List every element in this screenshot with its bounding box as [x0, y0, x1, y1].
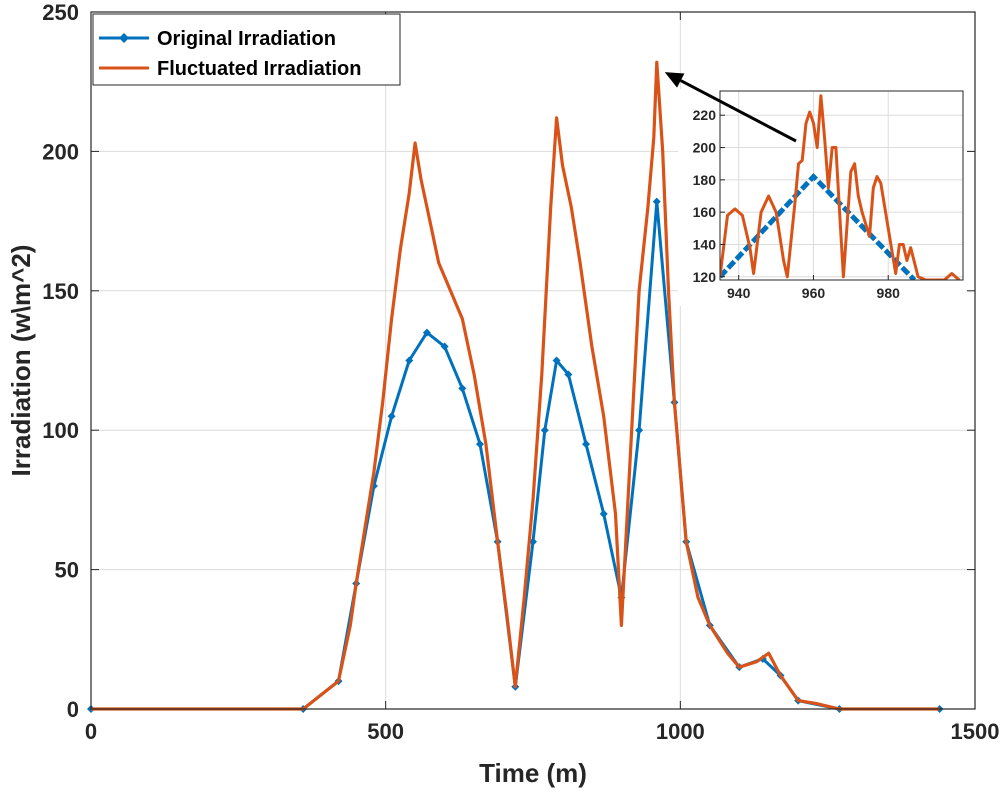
series-original-marker [405, 356, 414, 365]
arrow-shaft [680, 79, 797, 143]
series-original-marker [458, 384, 467, 393]
main-axes-frame [90, 11, 976, 710]
legend-box [92, 13, 401, 86]
inset-zoom: 940 960 980 120 140 160 180 200 220 [678, 89, 967, 306]
legend: Original Irradiation Fluctuated Irradiat… [92, 13, 401, 86]
series-original-marker [552, 356, 561, 365]
inset-y-tick-label: 200 [693, 140, 717, 156]
y-tick-label: 50 [55, 558, 79, 583]
y-tick-label: 0 [67, 697, 79, 722]
inset-original-line [720, 172, 917, 280]
inset-series [720, 94, 961, 280]
inset-ticks: 940 960 980 120 140 160 180 200 220 [693, 107, 900, 301]
legend-marker-original [119, 33, 129, 43]
main-ticks: 0 500 1000 1500 0 50 100 150 200 250 [42, 0, 999, 744]
series-original-marker [540, 426, 549, 435]
series-original-marker [582, 440, 591, 449]
y-tick-label: 100 [42, 418, 79, 443]
arrow-head [664, 72, 685, 88]
x-tick-label: 0 [85, 719, 97, 744]
legend-label-fluctuated: Fluctuated Irradiation [157, 58, 361, 80]
inset-axes-frame [719, 90, 964, 281]
series-original-marker [475, 440, 484, 449]
x-tick-label: 1000 [656, 719, 705, 744]
series-original-marker [635, 426, 644, 435]
y-axis-label: Irradiation (w\m^2) [6, 245, 36, 477]
inset-y-tick-label: 220 [693, 107, 717, 123]
series-original-marker [440, 342, 449, 351]
x-axis-label: Time (m) [479, 758, 587, 788]
series-original-marker [422, 328, 431, 337]
inset-y-tick-label: 120 [693, 269, 717, 285]
series-original-marker [387, 412, 396, 421]
inset-x-tick-label: 980 [877, 285, 901, 301]
inset-x-tick-label: 960 [802, 285, 826, 301]
y-tick-label: 250 [42, 0, 79, 25]
x-tick-label: 1500 [951, 719, 1000, 744]
series-original-marker [564, 370, 573, 379]
y-tick-label: 150 [42, 279, 79, 304]
series-fluctuated-line [91, 60, 940, 711]
legend-label-original: Original Irradiation [157, 28, 336, 50]
annotation-arrow [664, 72, 797, 143]
inset-fluctuated-line [720, 94, 961, 280]
series-original-marker [599, 509, 608, 518]
main-series [87, 60, 944, 713]
inset-y-tick-label: 160 [693, 204, 717, 220]
inset-x-tick-label: 940 [727, 285, 751, 301]
inset-y-tick-label: 180 [693, 172, 717, 188]
series-original-marker [652, 197, 661, 206]
x-tick-label: 500 [367, 719, 404, 744]
y-tick-label: 200 [42, 139, 79, 164]
inset-y-tick-label: 140 [693, 236, 717, 252]
